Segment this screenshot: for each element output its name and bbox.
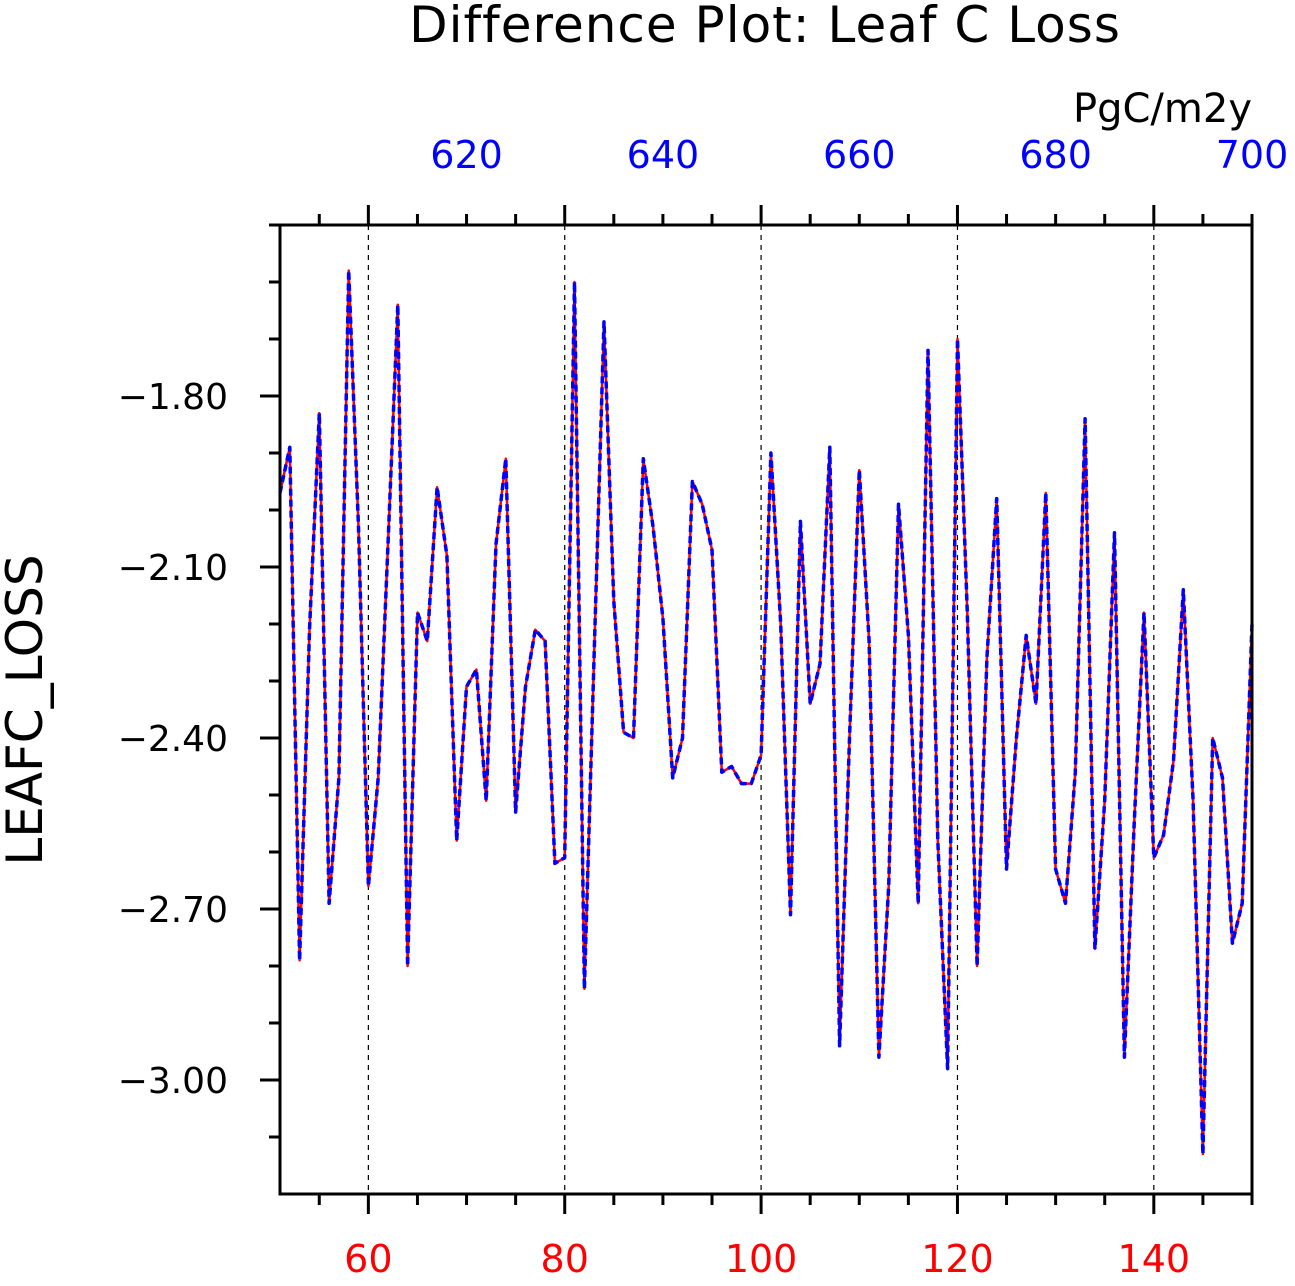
- units-label: PgC/m2y: [1073, 86, 1252, 132]
- x-bottom-tick-labels: 60 80 100 120 140: [344, 1237, 1190, 1281]
- x-top-tick-label: 640: [627, 133, 700, 177]
- vertical-grid-lines: [367, 225, 1155, 1194]
- axis-ticks: [260, 205, 1254, 1214]
- x-bottom-tick-label: 60: [344, 1237, 392, 1281]
- x-bottom-tick-label: 80: [541, 1237, 589, 1281]
- x-bottom-tick-label: 120: [921, 1237, 994, 1281]
- x-bottom-tick-label: 100: [725, 1237, 798, 1281]
- y-tick-labels: −1.80 −2.10 −2.40 −2.70 −3.00: [118, 377, 228, 1102]
- x-bottom-tick-label: 140: [1118, 1237, 1191, 1281]
- y-axis-label: LEAFC_LOSS: [0, 554, 54, 865]
- chart-title: Difference Plot: Leaf C Loss: [409, 0, 1121, 54]
- data-series: [278, 268, 1254, 1156]
- y-tick-label: −2.40: [118, 719, 228, 760]
- x-top-tick-label: 700: [1216, 133, 1289, 177]
- x-top-tick-label: 680: [1019, 133, 1092, 177]
- x-top-tick-label: 660: [823, 133, 896, 177]
- x-top-tick-labels: 620 640 660 680 700: [430, 133, 1288, 177]
- plot-frame: [278, 223, 1254, 1196]
- x-top-tick-label: 620: [430, 133, 503, 177]
- series-line-2: [278, 268, 1254, 1156]
- y-tick-label: −2.10: [118, 548, 228, 589]
- y-tick-label: −2.70: [118, 890, 228, 931]
- y-tick-label: −1.80: [118, 377, 228, 418]
- y-tick-label: −3.00: [118, 1061, 228, 1102]
